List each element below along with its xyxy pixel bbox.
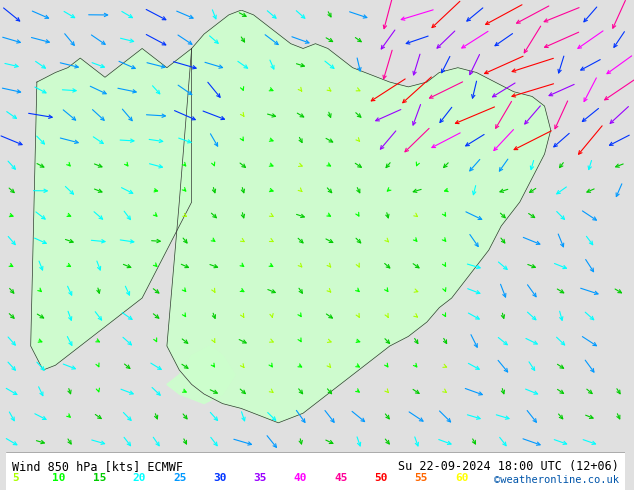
Text: 10: 10 [53, 473, 66, 483]
Polygon shape [30, 49, 191, 370]
Text: Wind 850 hPa [kts] ECMWF: Wind 850 hPa [kts] ECMWF [12, 461, 183, 473]
Text: 30: 30 [213, 473, 227, 483]
Text: 40: 40 [294, 473, 307, 483]
Bar [6, 452, 625, 490]
Text: Su 22-09-2024 18:00 UTC (12+06): Su 22-09-2024 18:00 UTC (12+06) [398, 461, 619, 473]
Text: 25: 25 [173, 473, 186, 483]
Polygon shape [167, 10, 551, 423]
Text: 35: 35 [254, 473, 267, 483]
Text: 60: 60 [455, 473, 469, 483]
Text: 50: 50 [374, 473, 388, 483]
Text: 45: 45 [334, 473, 347, 483]
Text: 55: 55 [415, 473, 428, 483]
Text: 15: 15 [93, 473, 106, 483]
Text: 5: 5 [12, 473, 19, 483]
Polygon shape [167, 346, 235, 404]
Text: ©weatheronline.co.uk: ©weatheronline.co.uk [494, 475, 619, 485]
Text: 20: 20 [133, 473, 146, 483]
